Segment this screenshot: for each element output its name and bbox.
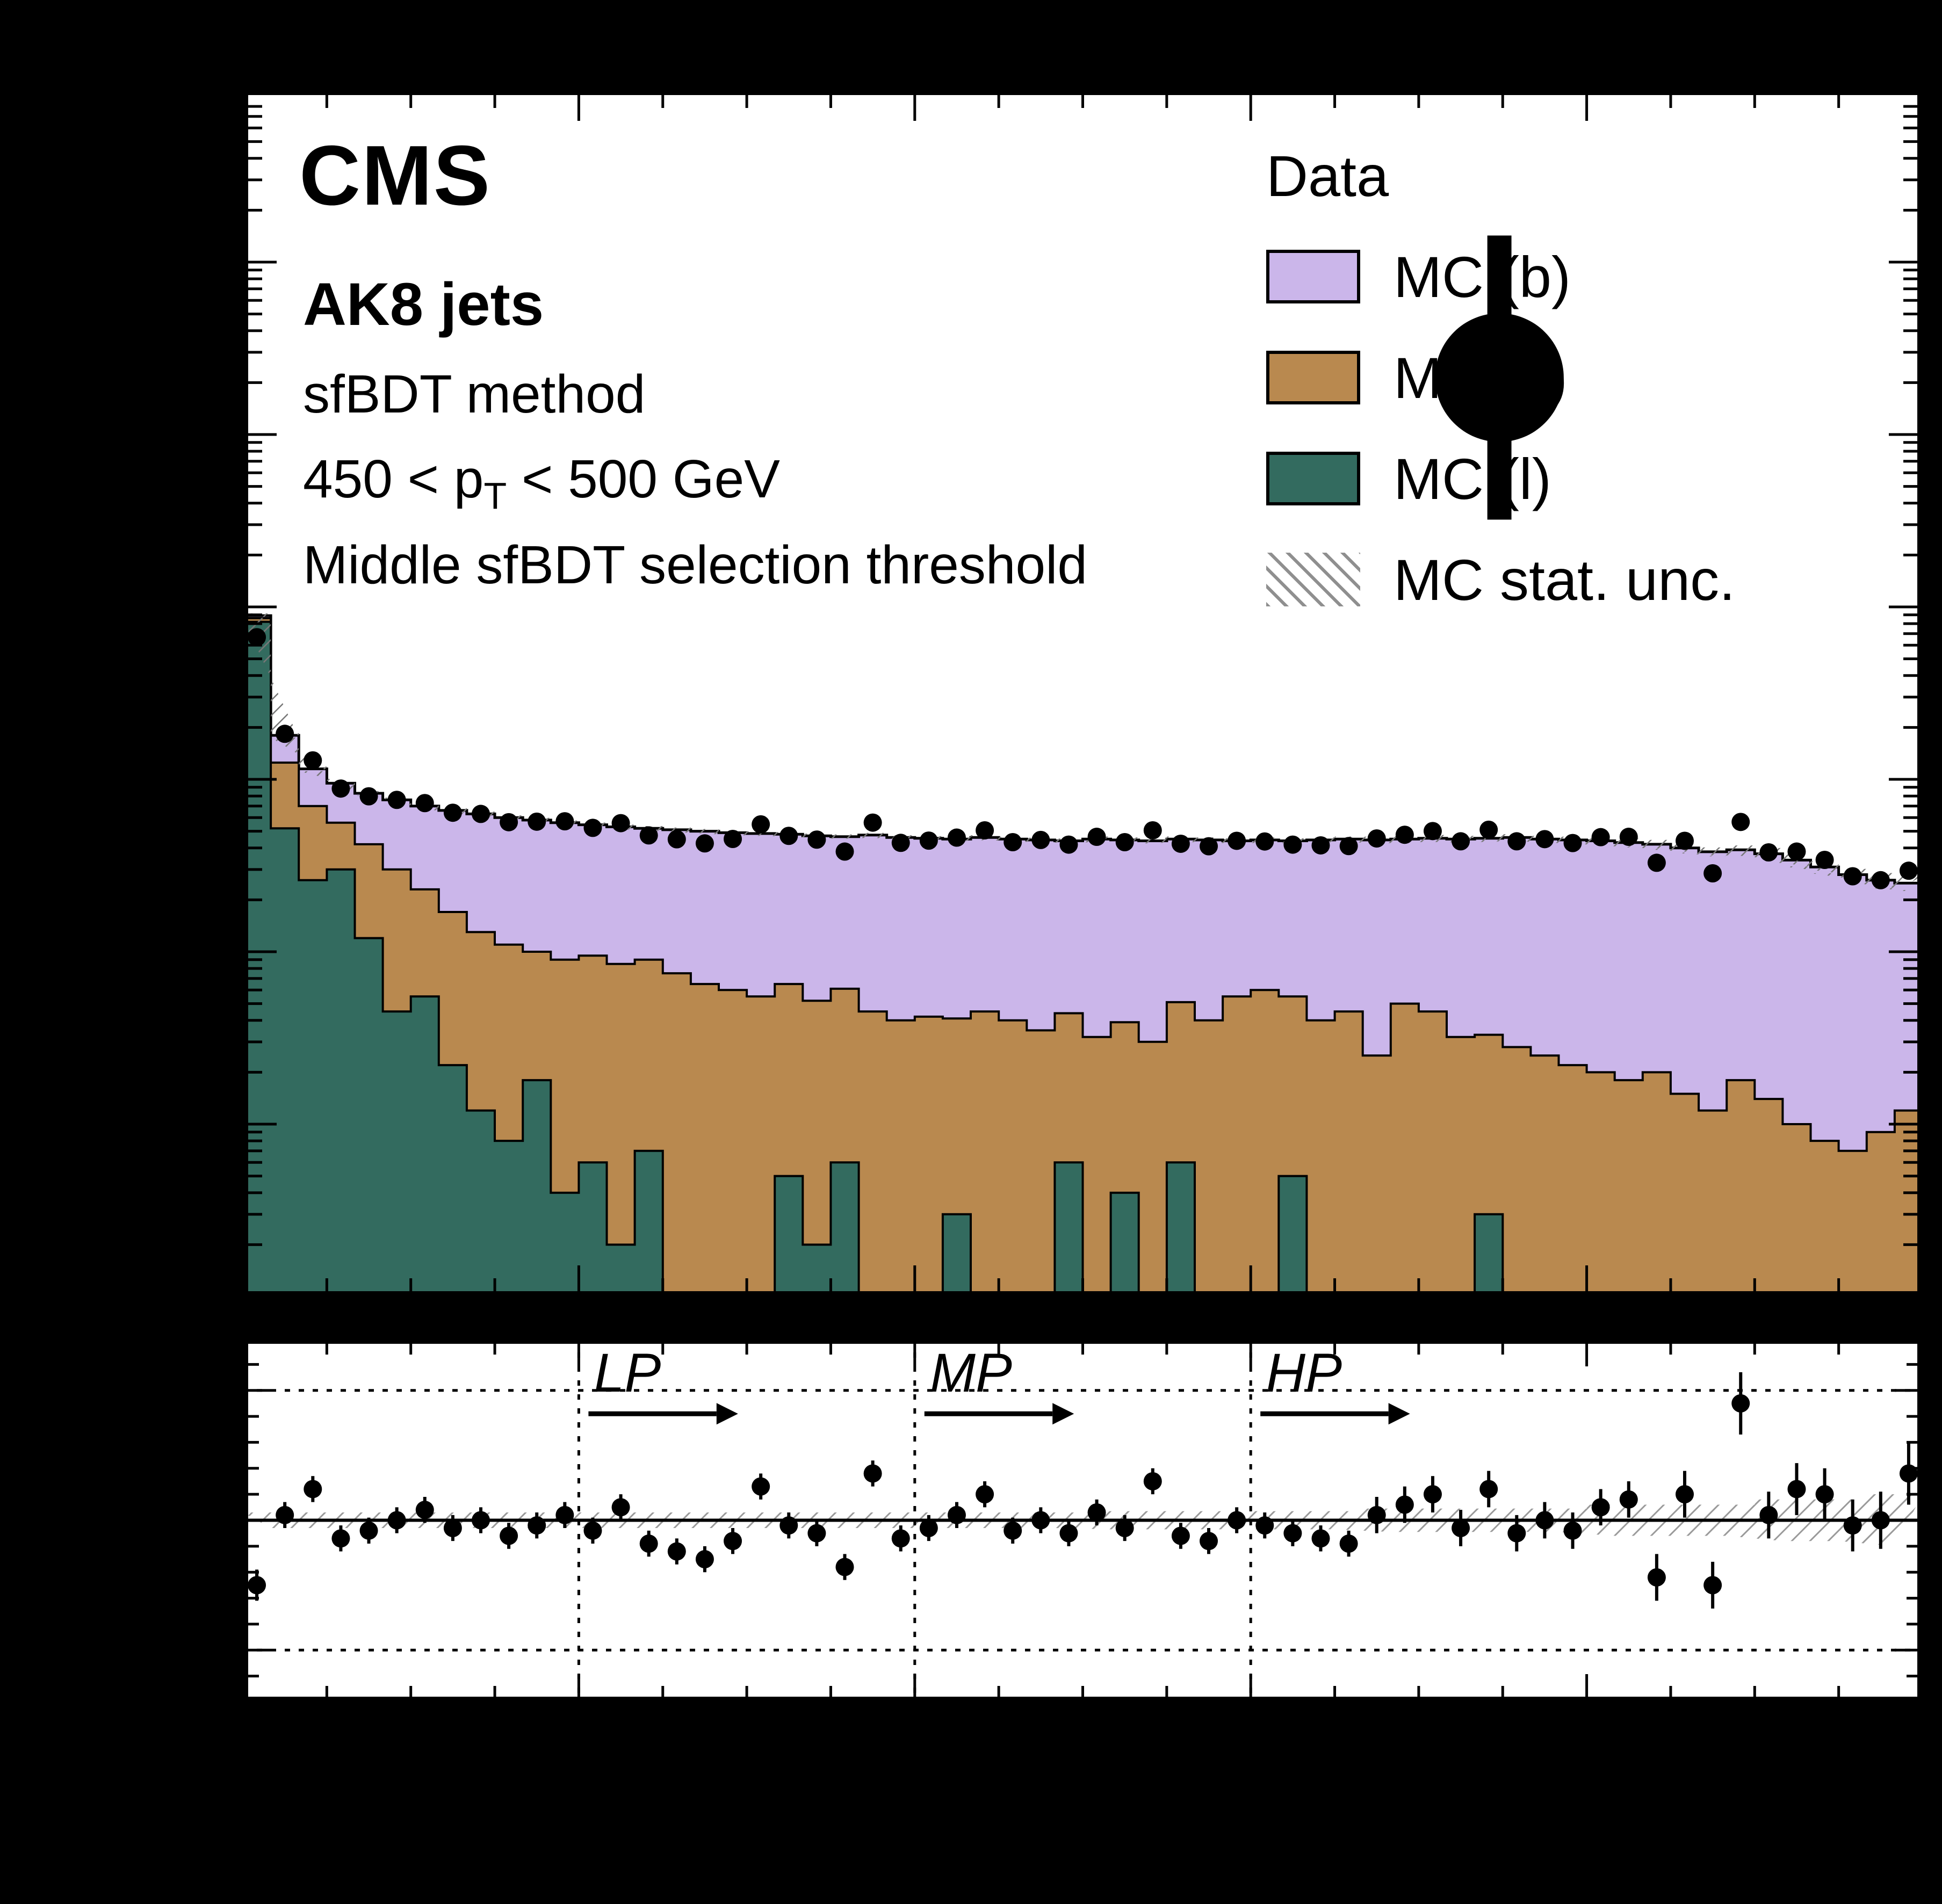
mc-b-swatch-icon	[1266, 250, 1360, 303]
legend: Data MC (b) MC (c) MC (l) MC stat. unc.	[1266, 143, 1735, 612]
pt-range-label: 450 < pT < 500 GeV	[303, 449, 780, 517]
legend-label-mc-l: MC (l)	[1394, 446, 1551, 511]
legend-row-mc-b: MC (b)	[1266, 244, 1735, 309]
ratio-panel: LP MP HP	[243, 1338, 1923, 1702]
region-label-mp: MP	[929, 1342, 1012, 1403]
legend-label-mc-stat: MC stat. unc.	[1394, 547, 1736, 612]
main-histogram-panel: CMS AK8 jets sfBDT method 450 < pT < 500…	[243, 90, 1923, 1297]
jets-label: AK8 jets	[303, 271, 544, 338]
mc-stat-unc-swatch-icon	[1266, 553, 1360, 606]
legend-row-mc-l: MC (l)	[1266, 446, 1735, 511]
region-label-hp: HP	[1266, 1342, 1342, 1403]
cms-label: CMS	[299, 128, 492, 223]
main-chart-svg	[243, 90, 1923, 1297]
threshold-label: Middle sfBDT selection threshold	[303, 535, 1087, 595]
ratio-chart-svg	[243, 1338, 1923, 1702]
mc-l-swatch-icon	[1266, 452, 1360, 505]
legend-row-data: Data	[1266, 143, 1735, 520]
region-label-lp: LP	[594, 1342, 661, 1403]
legend-label-mc-b: MC (b)	[1394, 244, 1571, 309]
method-label: sfBDT method	[303, 364, 646, 424]
data-marker-icon	[1435, 235, 1564, 520]
legend-label-data: Data	[1266, 143, 1389, 208]
mc-c-swatch-icon	[1266, 351, 1360, 404]
legend-row-mc-stat: MC stat. unc.	[1266, 547, 1735, 612]
